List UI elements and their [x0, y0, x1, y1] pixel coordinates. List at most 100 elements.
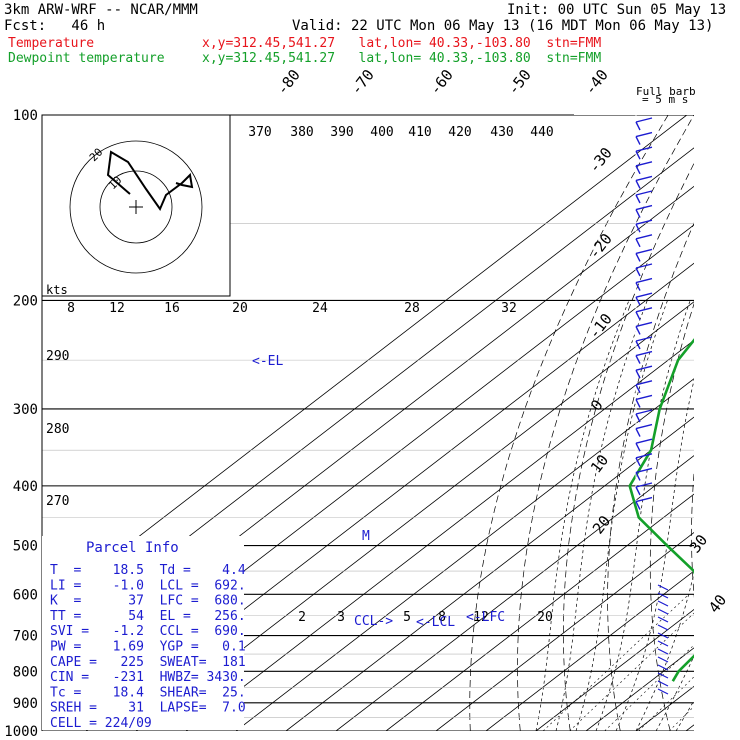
parcel-row: SVI = -1.2 CCL = 690. — [50, 624, 246, 639]
pressure-tick-label: 400 — [13, 479, 38, 495]
theta-label: 440 — [530, 125, 553, 140]
theta-label: 290 — [46, 349, 69, 364]
wind-barb — [635, 223, 641, 233]
mixing-ratio-line — [668, 705, 694, 731]
wind-barb — [635, 340, 641, 350]
wind-barb — [635, 496, 653, 503]
parcel-title: Parcel Info — [86, 540, 179, 556]
parcel-row: SREH = 31 LAPSE= 7.0 — [50, 701, 246, 716]
theta-label: 410 — [408, 125, 431, 140]
pressure-tick-label: 900 — [13, 696, 38, 712]
hodograph-units: kts — [46, 283, 68, 297]
wind-barb — [635, 428, 641, 437]
theta-label: 370 — [248, 125, 271, 140]
wind-barb — [635, 438, 653, 444]
isotherm-tick-label: -70 — [347, 66, 378, 98]
isotherm-tick-label: 10 — [587, 451, 612, 476]
temperature-legend: Temperature — [8, 36, 95, 51]
isotherm-line — [585, 647, 694, 731]
wind-barb — [635, 117, 653, 123]
mixing-ratio-line — [542, 594, 690, 731]
moist-adiabat — [696, 300, 740, 731]
wind-barb — [635, 409, 653, 415]
isotherm-line — [385, 493, 694, 731]
theta-label: 280 — [46, 422, 69, 437]
speed-label: 16 — [164, 301, 180, 316]
wind-barb — [635, 311, 641, 321]
hodograph-ring — [69, 140, 203, 274]
parcel-row: K = 37 LFC = 680. — [50, 594, 246, 609]
moist-adiabat — [655, 655, 694, 731]
wind-barb — [635, 453, 653, 459]
moist-adiabat — [575, 300, 668, 731]
parcel-row: CIN = -231 HWBZ= 3430. — [50, 670, 246, 685]
speed-label: 20 — [232, 301, 248, 316]
dry-adiabat — [649, 302, 694, 731]
isotherm-tick-label: -80 — [273, 66, 304, 98]
parcel-row: CELL = 224/09 — [50, 716, 152, 731]
wind-barb — [635, 209, 641, 218]
mixing-ratio-label: 20 — [537, 610, 553, 625]
isotherm-tick-label: 40 — [705, 591, 730, 616]
wind-barb — [635, 277, 653, 284]
parcel-annotation: <-EL — [252, 354, 283, 369]
dewpoint-location: x,y=312.45,541.27 lat,lon= 40.33,-103.80… — [202, 51, 602, 66]
moist-adiabat — [736, 300, 740, 731]
wind-barb — [635, 369, 641, 379]
pressure-tick-label: 200 — [13, 293, 38, 309]
hodograph-ring — [99, 170, 173, 244]
wind-barb — [635, 350, 653, 357]
dry-adiabat — [469, 115, 669, 731]
wind-barb — [635, 326, 641, 335]
mixing-ratio-label: 5 — [403, 610, 411, 625]
wind-barb — [635, 238, 641, 248]
isotherm-line — [135, 301, 694, 731]
wind-barb — [635, 394, 653, 401]
wind-barb — [635, 482, 653, 488]
isotherm-line — [736, 115, 740, 731]
isotherm-line — [485, 570, 694, 731]
wind-barb — [635, 146, 653, 152]
theta-label: 380 — [290, 125, 313, 140]
wind-barb — [635, 486, 641, 496]
wind-barb — [635, 423, 653, 430]
wind-barb — [635, 467, 653, 474]
moist-adiabat — [615, 378, 694, 731]
wind-barb — [635, 263, 653, 269]
dry-adiabat — [731, 115, 740, 731]
wind-barb — [635, 292, 653, 298]
parcel-row: TT = 54 EL = 256. — [50, 609, 246, 624]
wind-barb — [635, 380, 653, 386]
parcel-annotation: <-LCL — [416, 615, 455, 630]
hodograph-trace — [106, 150, 194, 212]
wind-barb — [635, 165, 641, 175]
wind-barb — [635, 204, 653, 211]
wind-barb — [635, 472, 641, 481]
dry-adiabat — [607, 222, 694, 731]
mixing-ratio-label: 12 — [473, 610, 489, 625]
speed-label: 32 — [501, 301, 517, 316]
wind-barb — [635, 399, 641, 408]
pressure-tick-label: 300 — [13, 402, 38, 418]
dry-adiabat — [691, 469, 694, 599]
mixing-ratio-line — [638, 676, 694, 731]
isotherm-tick-label: -20 — [585, 230, 616, 262]
wind-barb — [635, 136, 641, 145]
parcel-row: PW = 1.69 YGP = 0.1 — [50, 640, 246, 655]
isotherm-line — [635, 685, 694, 731]
forecast-hour: Fcst: 46 h — [4, 18, 106, 34]
isotherm-line — [235, 378, 694, 731]
wind-barb — [635, 442, 641, 452]
wind-barb — [635, 355, 641, 364]
moist-adiabat — [635, 571, 694, 731]
parcel-annotation: M — [362, 529, 370, 544]
wind-barb — [635, 248, 653, 255]
pressure-tick-label: 800 — [13, 664, 38, 680]
mixing-ratio-line — [710, 594, 740, 731]
wind-barb — [635, 296, 641, 306]
wind-barb — [635, 267, 641, 277]
isotherm-line — [42, 115, 688, 612]
pressure-tick-label: 1000 — [4, 724, 38, 740]
isotherm-line — [285, 416, 694, 731]
